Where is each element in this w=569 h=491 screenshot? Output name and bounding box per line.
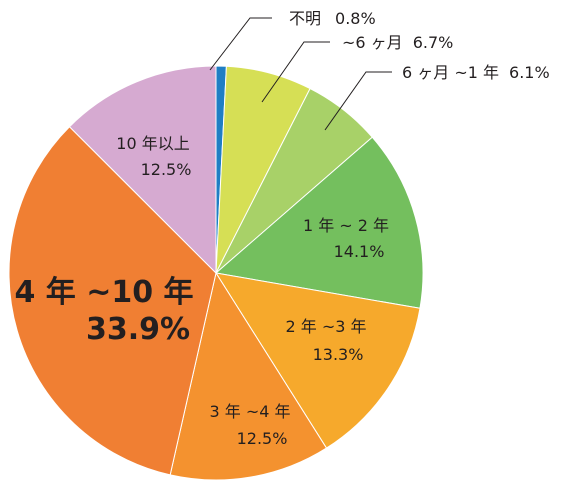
- slice-value-10-years-or-more: 12.5%: [141, 160, 192, 179]
- leader-line-unknown: [209, 17, 272, 71]
- slice-value-under-6-months: 6.7%: [413, 33, 454, 52]
- pie-slice-3: [214, 136, 424, 309]
- pie-slice-5: [169, 271, 328, 481]
- slice-value-4-to-10-years: 33.9%: [86, 312, 190, 347]
- slice-value-1-to-2-years: 14.1%: [334, 242, 385, 261]
- slice-name-2-to-3-years: 2 年 ~3 年: [285, 317, 366, 336]
- slice-name-4-to-10-years: 4 年 ~10 年: [14, 275, 193, 310]
- slice-value-6-months-to-1-year: 6.1%: [509, 63, 550, 82]
- slice-name-1-to-2-years: 1 年 ~ 2 年: [303, 216, 389, 235]
- slice-name-3-to-4-years: 3 年 ~4 年: [209, 402, 290, 421]
- slice-label-6-months-to-1-year: 6 ヶ月 ~1 年 6.1%: [402, 63, 550, 82]
- slice-name-unknown: 不明: [289, 9, 321, 28]
- pie-slices: [8, 65, 424, 481]
- slice-labels: 不明 0.8% ~6 ヶ月 6.7% 6 ヶ月 ~1 年 6.1% 1 年 ~ 2 年…: [14, 9, 549, 448]
- slice-value-2-to-3-years: 13.3%: [313, 345, 364, 364]
- leader-line-under-6-months: [261, 41, 330, 103]
- slice-name-10-years-or-more: 10 年以上: [116, 134, 189, 153]
- slice-label-unknown: 不明 0.8%: [289, 9, 376, 28]
- leader-lines: [209, 17, 392, 131]
- pie-slice-4: [214, 272, 421, 449]
- slice-value-unknown: 0.8%: [335, 9, 376, 28]
- slice-label-under-6-months: ~6 ヶ月 6.7%: [342, 33, 453, 52]
- slice-name-6-months-to-1-year: 6 ヶ月 ~1 年: [402, 63, 499, 82]
- pie-slice-6: [8, 126, 217, 476]
- pie-slice-7: [68, 65, 217, 275]
- slice-value-3-to-4-years: 12.5%: [237, 429, 288, 448]
- leader-line-6-months-to-1-year: [324, 71, 392, 131]
- slice-name-under-6-months: ~6 ヶ月: [342, 33, 403, 52]
